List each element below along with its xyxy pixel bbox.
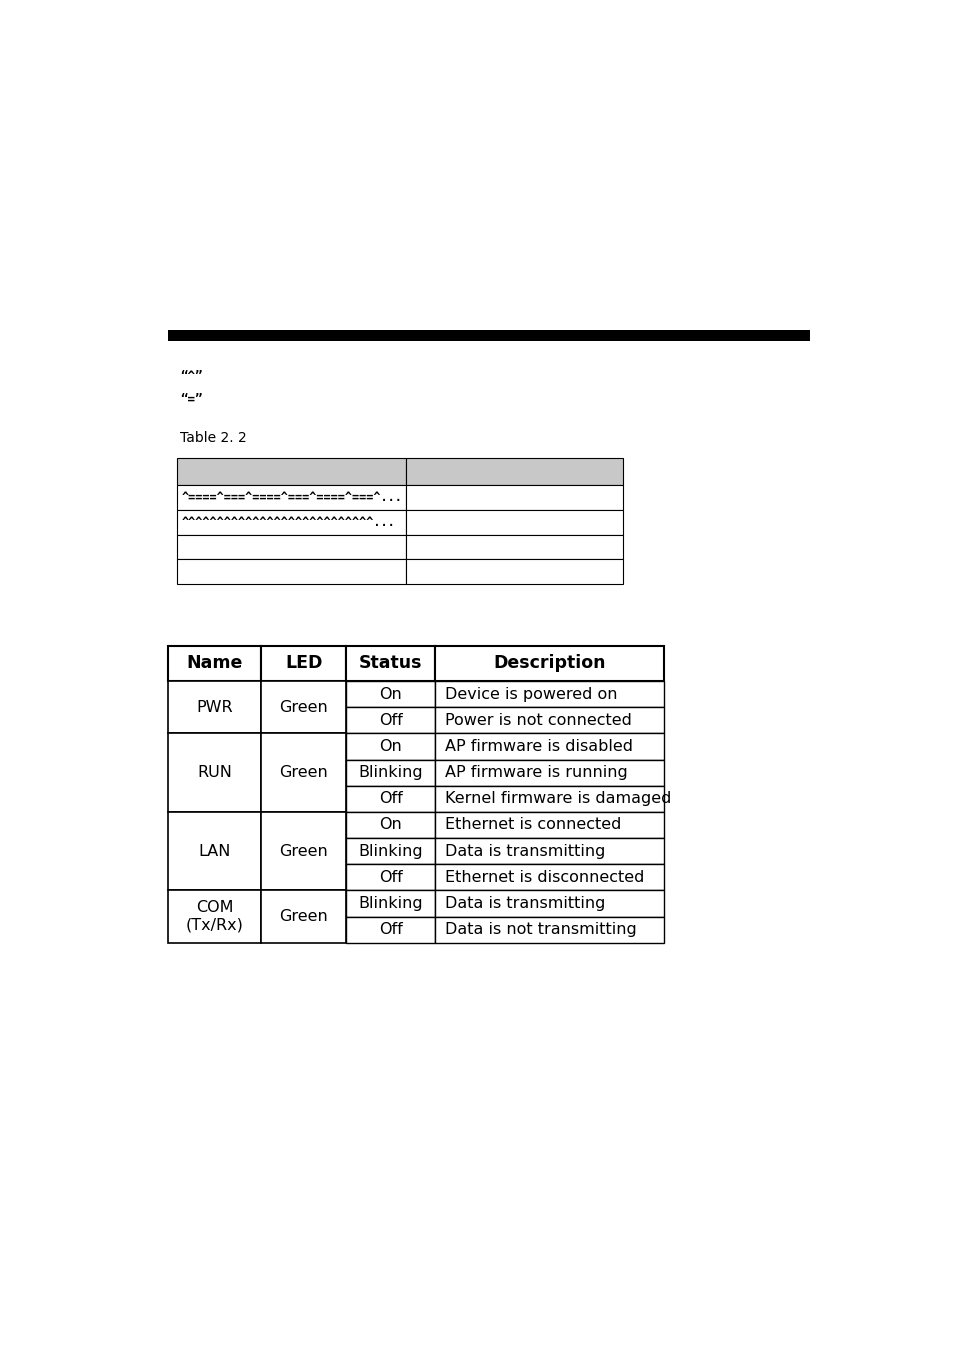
Bar xyxy=(177,486,406,510)
Bar xyxy=(168,680,261,733)
Text: Off: Off xyxy=(378,922,402,937)
Bar xyxy=(406,486,622,510)
Text: Device is powered on: Device is powered on xyxy=(444,687,617,702)
Text: Green: Green xyxy=(279,765,328,780)
Bar xyxy=(435,760,663,786)
Bar xyxy=(168,891,261,942)
Text: Blinking: Blinking xyxy=(358,896,423,911)
Text: AP firmware is disabled: AP firmware is disabled xyxy=(444,738,632,753)
Text: Table 2. 2: Table 2. 2 xyxy=(179,431,246,444)
Bar xyxy=(435,645,663,680)
Bar xyxy=(435,838,663,864)
Text: “=”: “=” xyxy=(179,393,202,405)
Bar xyxy=(261,891,346,942)
Text: PWR: PWR xyxy=(196,699,233,714)
Text: Green: Green xyxy=(279,699,328,714)
Bar xyxy=(406,535,622,559)
Text: Green: Green xyxy=(279,909,328,925)
Text: Data is not transmitting: Data is not transmitting xyxy=(444,922,636,937)
Bar xyxy=(177,459,406,486)
Text: Blinking: Blinking xyxy=(358,765,423,780)
Text: ^====^===^====^===^====^===^...: ^====^===^====^===^====^===^... xyxy=(182,491,402,504)
Bar xyxy=(177,559,406,585)
Text: “^”: “^” xyxy=(179,370,202,382)
Text: Data is transmitting: Data is transmitting xyxy=(444,844,604,859)
Text: On: On xyxy=(379,738,402,753)
Bar xyxy=(435,917,663,942)
Bar xyxy=(346,917,435,942)
Bar xyxy=(435,733,663,760)
Bar xyxy=(435,811,663,838)
Text: Off: Off xyxy=(378,791,402,806)
Text: Ethernet is disconnected: Ethernet is disconnected xyxy=(444,869,643,884)
Bar xyxy=(261,645,346,680)
Bar xyxy=(168,733,261,811)
Bar xyxy=(261,733,346,811)
Bar xyxy=(435,891,663,917)
Bar xyxy=(346,838,435,864)
Bar xyxy=(435,786,663,811)
Bar xyxy=(261,680,346,733)
Bar xyxy=(406,459,622,486)
Text: LED: LED xyxy=(285,655,322,672)
Text: On: On xyxy=(379,687,402,702)
Text: On: On xyxy=(379,818,402,833)
Text: Ethernet is connected: Ethernet is connected xyxy=(444,818,620,833)
Text: RUN: RUN xyxy=(197,765,232,780)
Text: Description: Description xyxy=(493,655,605,672)
Bar xyxy=(168,645,261,680)
Bar xyxy=(177,510,406,535)
Text: Power is not connected: Power is not connected xyxy=(444,713,631,728)
Bar xyxy=(346,786,435,811)
Text: Off: Off xyxy=(378,713,402,728)
Bar xyxy=(346,864,435,891)
Text: Data is transmitting: Data is transmitting xyxy=(444,896,604,911)
Bar xyxy=(168,329,809,340)
Text: Kernel firmware is damaged: Kernel firmware is damaged xyxy=(444,791,670,806)
Text: Status: Status xyxy=(358,655,422,672)
Bar xyxy=(406,559,622,585)
Text: AP firmware is running: AP firmware is running xyxy=(444,765,627,780)
Bar xyxy=(435,707,663,733)
Bar xyxy=(177,535,406,559)
Bar xyxy=(346,733,435,760)
Text: Off: Off xyxy=(378,869,402,884)
Text: Blinking: Blinking xyxy=(358,844,423,859)
Bar xyxy=(168,811,261,891)
Bar xyxy=(346,680,435,707)
Bar xyxy=(435,680,663,707)
Bar xyxy=(435,864,663,891)
Text: Green: Green xyxy=(279,844,328,859)
Bar xyxy=(346,891,435,917)
Text: COM
(Tx/Rx): COM (Tx/Rx) xyxy=(186,900,243,933)
Bar xyxy=(346,707,435,733)
Bar xyxy=(346,645,435,680)
Bar xyxy=(346,760,435,786)
Bar xyxy=(346,811,435,838)
Bar xyxy=(261,811,346,891)
Text: Name: Name xyxy=(186,655,242,672)
Text: ^^^^^^^^^^^^^^^^^^^^^^^^^^^...: ^^^^^^^^^^^^^^^^^^^^^^^^^^^... xyxy=(182,516,395,529)
Bar xyxy=(406,510,622,535)
Text: LAN: LAN xyxy=(198,844,231,859)
